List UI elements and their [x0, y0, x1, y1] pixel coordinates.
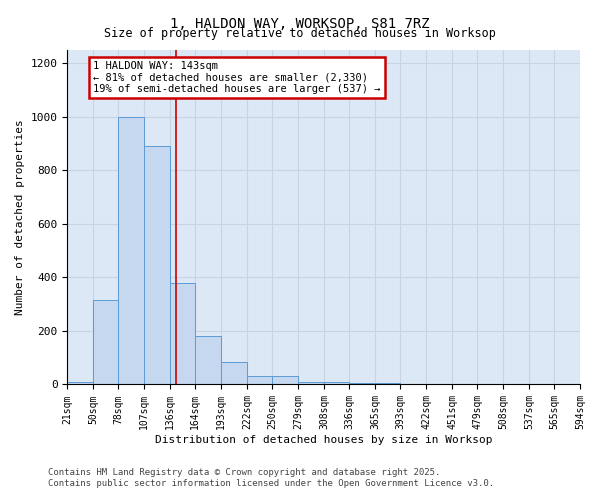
- X-axis label: Distribution of detached houses by size in Worksop: Distribution of detached houses by size …: [155, 435, 493, 445]
- Bar: [118, 117, 144, 384]
- Text: 1 HALDON WAY: 143sqm
← 81% of detached houses are smaller (2,330)
19% of semi-de: 1 HALDON WAY: 143sqm ← 81% of detached h…: [93, 60, 381, 94]
- Bar: [221, 362, 247, 384]
- Bar: [349, 383, 375, 384]
- Bar: [298, 382, 324, 384]
- Bar: [170, 283, 195, 384]
- Bar: [195, 336, 221, 384]
- Text: Contains HM Land Registry data © Crown copyright and database right 2025.
Contai: Contains HM Land Registry data © Crown c…: [48, 468, 494, 487]
- Y-axis label: Number of detached properties: Number of detached properties: [15, 120, 25, 315]
- Bar: [272, 376, 298, 384]
- Text: Size of property relative to detached houses in Worksop: Size of property relative to detached ho…: [104, 28, 496, 40]
- Bar: [324, 382, 349, 384]
- Text: 1, HALDON WAY, WORKSOP, S81 7RZ: 1, HALDON WAY, WORKSOP, S81 7RZ: [170, 18, 430, 32]
- Bar: [144, 146, 170, 384]
- Bar: [67, 382, 93, 384]
- Bar: [247, 376, 272, 384]
- Bar: [375, 383, 400, 384]
- Bar: [93, 300, 118, 384]
